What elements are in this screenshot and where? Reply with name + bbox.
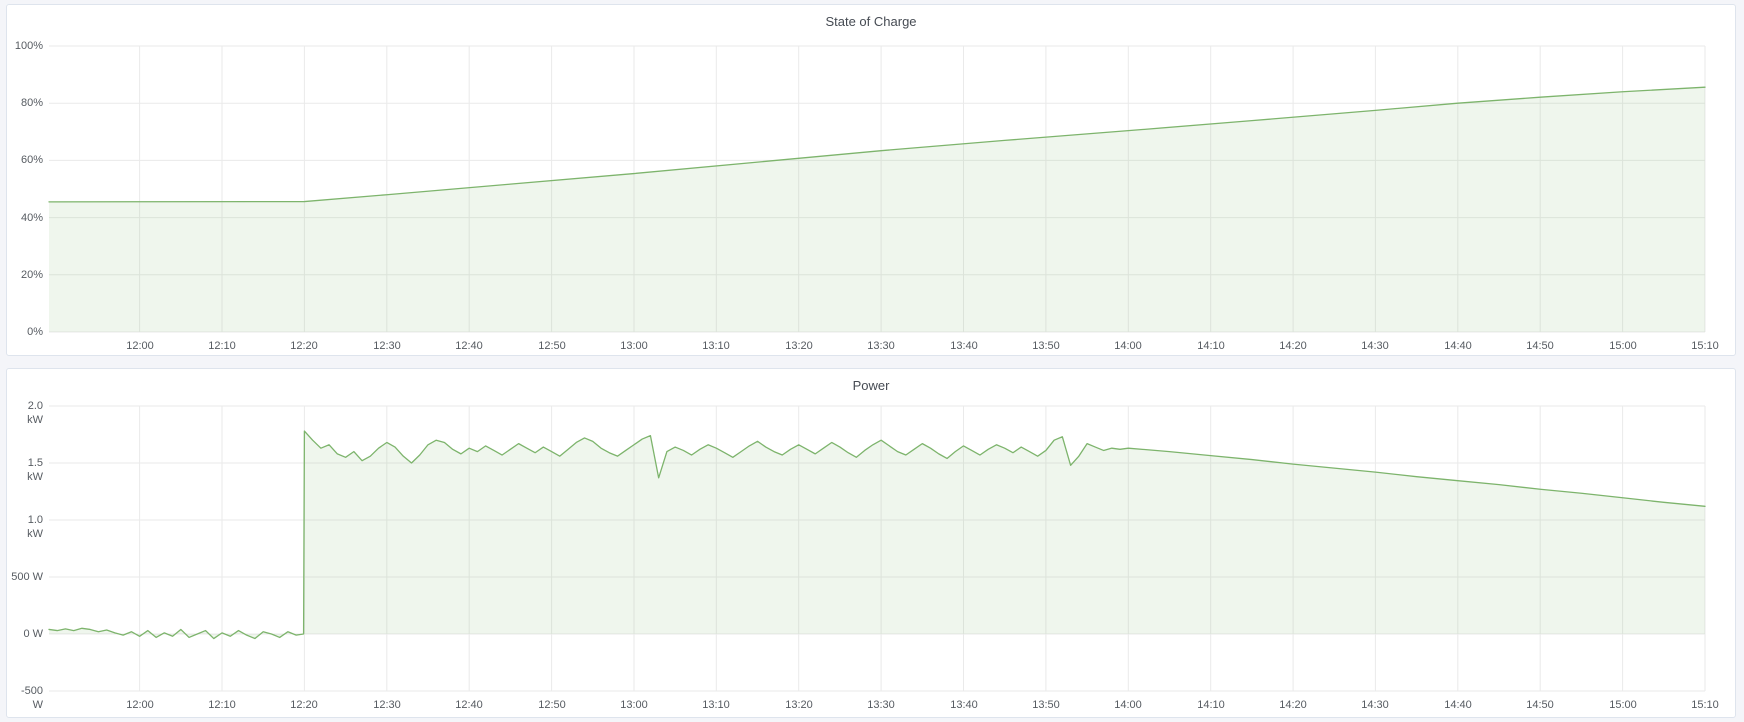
soc-x-tick-label: 14:50 — [1526, 340, 1554, 352]
soc-y-tick-label: 0% — [27, 326, 43, 338]
power-x-tick-label: 12:50 — [538, 699, 566, 711]
soc-x-tick-label: 12:30 — [373, 340, 401, 352]
soc-x-tick-label: 13:20 — [785, 340, 813, 352]
power-plot-area[interactable] — [49, 406, 1705, 691]
power-x-tick-label: 15:10 — [1691, 699, 1719, 711]
power-x-tick-label: 14:20 — [1279, 699, 1307, 711]
soc-x-tick-label: 12:40 — [455, 340, 483, 352]
soc-x-tick-label: 12:50 — [538, 340, 566, 352]
soc-x-tick-label: 14:00 — [1114, 340, 1142, 352]
power-y-tick-label: 500 W — [11, 571, 43, 583]
soc-y-tick-label: 40% — [20, 212, 43, 224]
power-x-tick-label: 15:00 — [1609, 699, 1637, 711]
power-x-tick-label: 13:10 — [702, 699, 730, 711]
power-x-tick-label: 12:00 — [126, 699, 154, 711]
power-x-tick-label: 14:50 — [1526, 699, 1554, 711]
soc-y-tick-label: 60% — [20, 154, 43, 166]
power-x-tick-label: 12:20 — [290, 699, 318, 711]
power-x-tick-label: 13:30 — [867, 699, 895, 711]
power-x-tick-label: 14:10 — [1197, 699, 1225, 711]
soc-panel-title[interactable]: State of Charge — [825, 14, 917, 29]
soc-x-tick-label: 13:30 — [867, 340, 895, 352]
soc-x-tick-label: 15:00 — [1609, 340, 1637, 352]
soc-x-tick-label: 14:20 — [1279, 340, 1307, 352]
soc-x-tick-label: 13:10 — [702, 340, 730, 352]
power-x-tick-label: 12:30 — [373, 699, 401, 711]
power-y-tick-label: 2.0 kW — [27, 400, 43, 426]
power-y-tick-label: 1.5 kW — [27, 457, 43, 483]
soc-x-tick-label: 13:00 — [620, 340, 648, 352]
power-panel-title[interactable]: Power — [852, 378, 890, 393]
power-x-tick-label: 14:00 — [1114, 699, 1142, 711]
power-x-tick-label: 14:40 — [1444, 699, 1472, 711]
soc-x-tick-label: 12:20 — [290, 340, 318, 352]
soc-y-tick-label: 20% — [20, 269, 43, 281]
soc-x-tick-label: 12:10 — [208, 340, 236, 352]
power-x-tick-label: 13:40 — [950, 699, 978, 711]
soc-y-tick-label: 100% — [14, 40, 43, 52]
power-x-tick-label: 14:30 — [1361, 699, 1389, 711]
power-y-tick-label: -500 W — [20, 685, 43, 711]
soc-y-tick-label: 80% — [20, 97, 43, 109]
power-panel: Power -500 W 0 W 500 W 1.0 kW 1.5 kW 2.0 kW 12… — [6, 368, 1736, 718]
power-x-tick-label: 12:40 — [455, 699, 483, 711]
soc-plot-area[interactable] — [49, 46, 1705, 332]
power-y-tick-label: 1.0 kW — [27, 514, 43, 540]
power-x-tick-label: 13:00 — [620, 699, 648, 711]
soc-x-tick-label: 14:30 — [1361, 340, 1389, 352]
power-y-tick-label: 0 W — [23, 628, 43, 640]
power-x-tick-label: 13:50 — [1032, 699, 1060, 711]
soc-x-tick-label: 14:10 — [1197, 340, 1225, 352]
soc-x-tick-label: 14:40 — [1444, 340, 1472, 352]
soc-x-tick-label: 13:50 — [1032, 340, 1060, 352]
soc-x-tick-label: 15:10 — [1691, 340, 1719, 352]
power-x-tick-label: 13:20 — [785, 699, 813, 711]
power-x-tick-label: 12:10 — [208, 699, 236, 711]
soc-panel: State of Charge 0% 20% 40% 60% 80% 100% 12:00 1… — [6, 4, 1736, 356]
soc-x-tick-label: 12:00 — [126, 340, 154, 352]
soc-x-tick-label: 13:40 — [950, 340, 978, 352]
